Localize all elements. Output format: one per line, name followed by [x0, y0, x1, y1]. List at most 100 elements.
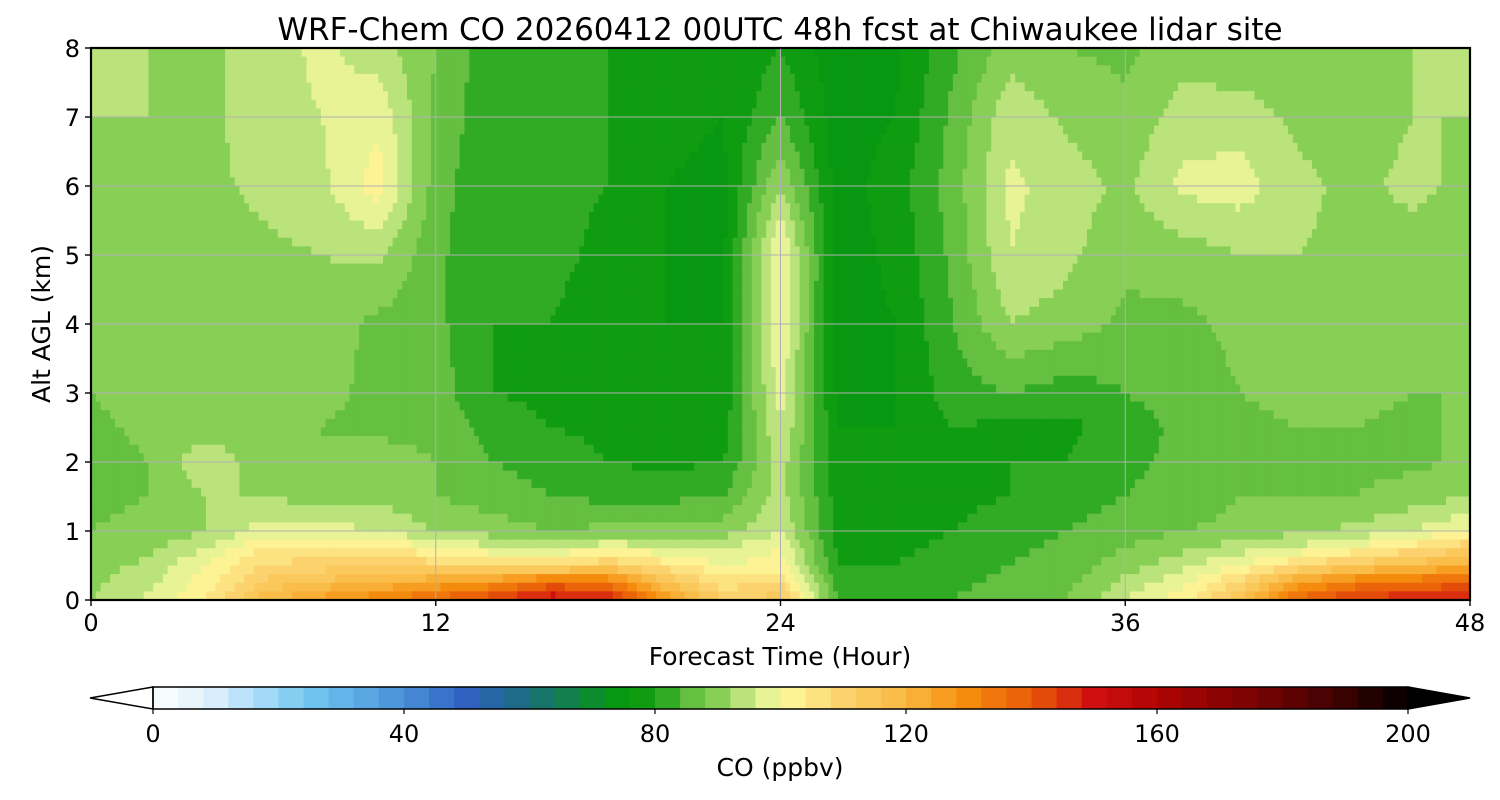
heatmap-cell [900, 91, 906, 101]
heatmap-cell [1015, 108, 1021, 118]
heatmap-cell [1153, 65, 1160, 75]
heatmap-cell [531, 125, 537, 135]
heatmap-cell [100, 194, 106, 204]
heatmap-cell [1393, 125, 1399, 135]
heatmap-cell [1374, 134, 1380, 144]
heatmap-cell [713, 99, 719, 109]
heatmap-cell [909, 160, 916, 170]
heatmap-cell [565, 108, 571, 118]
heatmap-cell [349, 177, 355, 187]
heatmap-cell [196, 48, 202, 58]
heatmap-cell [119, 160, 126, 170]
heatmap-cell [861, 65, 868, 75]
heatmap-cell [761, 177, 767, 187]
heatmap-cell [1379, 48, 1385, 58]
heatmap-cell [766, 186, 772, 196]
heatmap-cell [191, 160, 197, 170]
heatmap-cell [110, 91, 116, 101]
heatmap-cell [258, 151, 264, 161]
heatmap-cell [1326, 168, 1332, 178]
heatmap-cell [770, 125, 777, 135]
heatmap-cell [100, 73, 106, 84]
heatmap-cell [1398, 160, 1404, 170]
heatmap-cell [416, 117, 422, 127]
heatmap-cell [1426, 168, 1433, 178]
heatmap-cell [900, 177, 906, 187]
heatmap-cell [483, 117, 490, 127]
heatmap-cell [790, 65, 796, 75]
heatmap-cell [287, 177, 293, 187]
heatmap-cell [105, 160, 111, 170]
heatmap-cell [919, 99, 925, 109]
heatmap-cell [220, 91, 226, 101]
heatmap-cell [1383, 117, 1390, 127]
heatmap-cell [296, 142, 303, 153]
heatmap-cell [521, 134, 528, 144]
heatmap-cell [598, 160, 604, 170]
heatmap-cell [421, 91, 427, 101]
heatmap-cell [1000, 177, 1007, 187]
heatmap-cell [407, 134, 413, 144]
heatmap-cell [488, 48, 494, 58]
heatmap-cell [507, 125, 513, 135]
heatmap-cell [972, 177, 978, 187]
heatmap-cell [1048, 48, 1055, 58]
heatmap-cell [134, 117, 140, 127]
heatmap-cell [876, 99, 882, 109]
heatmap-cell [746, 160, 753, 170]
heatmap-cell [191, 48, 197, 58]
heatmap-cell [454, 82, 461, 92]
heatmap-cell [1393, 142, 1399, 153]
heatmap-cell [469, 194, 475, 204]
heatmap-cell [727, 108, 734, 118]
heatmap-cell [1450, 48, 1457, 58]
heatmap-cell [684, 142, 691, 153]
heatmap-cell [210, 142, 217, 153]
heatmap-cell [430, 125, 437, 135]
heatmap-cell [598, 56, 604, 66]
heatmap-cell [196, 151, 202, 161]
heatmap-cell [703, 186, 710, 196]
heatmap-cell [316, 125, 322, 135]
heatmap-cell [1091, 125, 1098, 135]
heatmap-cell [277, 56, 284, 66]
heatmap-cell [1120, 48, 1126, 58]
heatmap-cell [545, 168, 552, 178]
heatmap-cell [1000, 73, 1007, 84]
heatmap-cell [981, 186, 987, 196]
heatmap-cell [775, 73, 782, 84]
heatmap-cell [785, 151, 791, 161]
heatmap-cell [804, 65, 810, 75]
heatmap-cell [703, 117, 710, 127]
heatmap-cell [809, 108, 815, 118]
heatmap-cell [608, 177, 614, 187]
heatmap-cell [450, 56, 456, 66]
heatmap-cell [770, 65, 777, 75]
heatmap-cell [1192, 56, 1198, 66]
heatmap-cell [1024, 82, 1031, 92]
heatmap-cell [1412, 151, 1418, 161]
heatmap-cell [1048, 134, 1055, 144]
heatmap-cell [689, 177, 695, 187]
heatmap-cell [651, 91, 657, 101]
heatmap-cell [229, 168, 236, 178]
heatmap-cell [354, 65, 360, 75]
heatmap-cell [1278, 48, 1284, 58]
heatmap-cell [478, 65, 485, 75]
heatmap-cell [196, 177, 202, 187]
heatmap-cell [1364, 160, 1371, 170]
heatmap-cell [670, 48, 676, 58]
heatmap-cell [244, 134, 250, 144]
heatmap-cell [311, 194, 317, 204]
heatmap-cell [1321, 99, 1327, 109]
heatmap-cell [478, 125, 485, 135]
heatmap-cell [1364, 48, 1371, 58]
heatmap-cell [636, 151, 643, 161]
heatmap-cell [229, 48, 236, 58]
heatmap-cell [617, 117, 624, 127]
heatmap-cell [967, 91, 973, 101]
heatmap-cell [181, 177, 188, 187]
heatmap-cell [861, 56, 868, 66]
heatmap-cell [957, 142, 964, 153]
heatmap-cell [632, 151, 638, 161]
